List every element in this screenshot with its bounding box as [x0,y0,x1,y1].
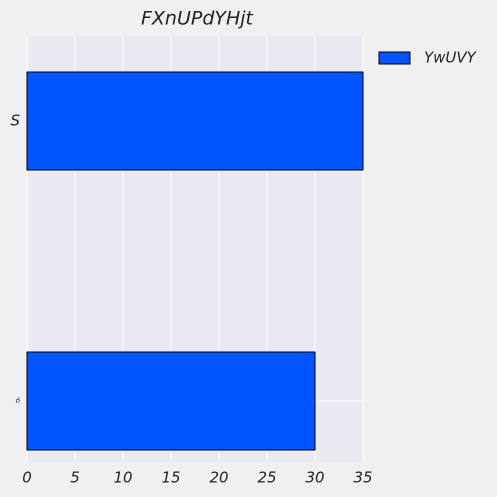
chart-title: FXnUPdYHjt [141,8,255,30]
legend-label: YwUVY [424,49,478,67]
bar [26,351,316,451]
legend-swatch [378,51,411,65]
x-tick-label: 15 [161,469,180,487]
x-tick-label: 30 [305,469,324,487]
x-tick-label: 10 [113,469,132,487]
x-tick-label: 20 [209,469,228,487]
x-tick-label: 0 [22,469,32,487]
y-tick-label: ñ [16,397,21,405]
y-tick-label: S [10,112,20,130]
x-tick-label: 35 [353,469,372,487]
x-tick-label: 25 [257,469,276,487]
bar [26,71,364,171]
x-tick-label: 5 [70,469,80,487]
